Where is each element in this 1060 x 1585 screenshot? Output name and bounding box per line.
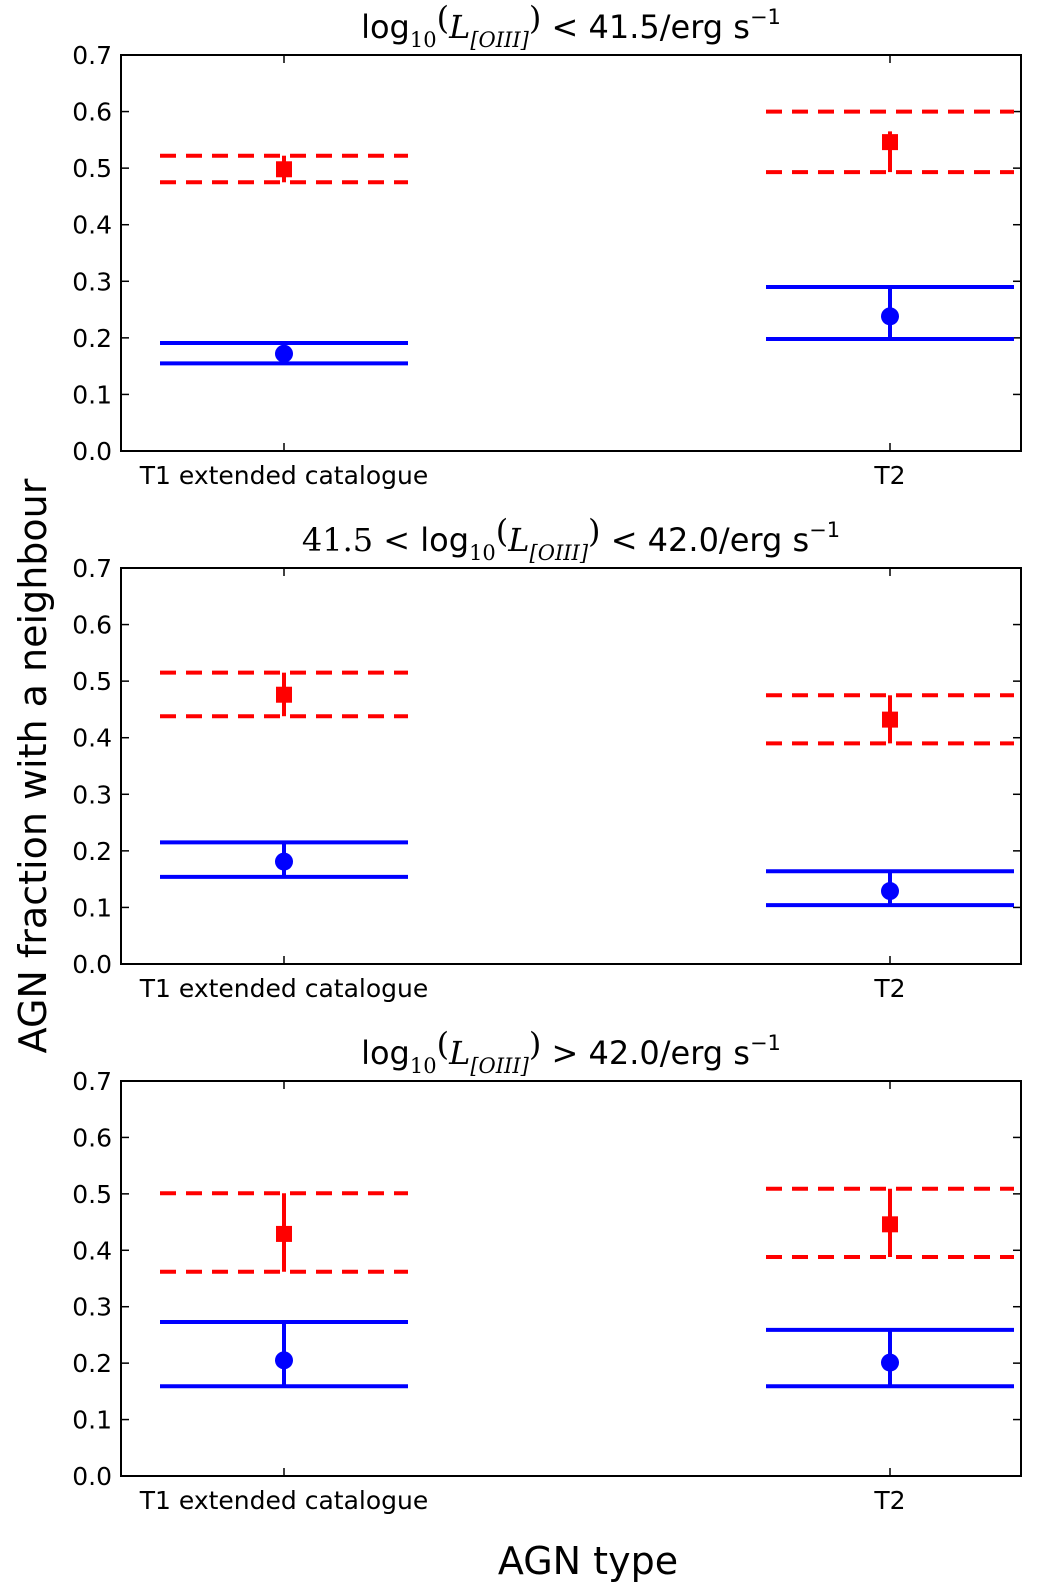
series-red-squares bbox=[160, 670, 1014, 746]
y-tick-label: 0.4 bbox=[72, 211, 112, 240]
panel-2: 0.0 0.1 0.2 0.3 0.4 0.5 0.6 0.7 T1 extended cata… bbox=[72, 512, 1022, 1003]
data-point-circle bbox=[881, 307, 899, 326]
data-point-square bbox=[882, 134, 898, 151]
x-tick-label: T1 extended catalogue bbox=[139, 974, 428, 1003]
y-tick-label: 0.3 bbox=[72, 267, 112, 296]
title-pre: 41.5 < bbox=[302, 521, 420, 559]
y-tick-label: 0.5 bbox=[72, 154, 112, 183]
title-post: < 41.5/erg s bbox=[541, 8, 750, 46]
axes-frame bbox=[120, 567, 1022, 965]
x-tick-label: T2 bbox=[873, 974, 905, 1003]
x-tick-label: T1 extended catalogue bbox=[139, 1486, 428, 1515]
data-point-circle bbox=[275, 1351, 293, 1370]
title-Lsub: [OIII] bbox=[470, 28, 529, 52]
series-blue-circles bbox=[160, 1319, 1014, 1389]
data-point-circle bbox=[275, 344, 293, 363]
y-tick-label: 0.0 bbox=[72, 437, 112, 466]
y-tick-label: 0.0 bbox=[72, 950, 112, 979]
title-sub: 10 bbox=[410, 1054, 437, 1078]
panel-1: 0.0 0.1 0.2 0.3 0.4 0.5 0.6 0.7 T1 extended cata… bbox=[72, 0, 1022, 490]
series-red-squares bbox=[160, 109, 1014, 185]
series-blue-circles bbox=[160, 284, 1014, 366]
y-tick-label: 0.6 bbox=[72, 1123, 112, 1152]
y-tick-label: 0.1 bbox=[72, 380, 112, 409]
panel-title: 41.5 < log10(L[OIII]) < 42.0/erg s−1 bbox=[302, 512, 840, 565]
y-tick-label: 0.5 bbox=[72, 1180, 112, 1209]
x-tick-label: T2 bbox=[873, 461, 905, 490]
title-paren-close: ) bbox=[529, 0, 541, 37]
title-sub: 10 bbox=[469, 541, 496, 565]
x-tick-label: T1 extended catalogue bbox=[139, 461, 428, 490]
title-log: log bbox=[420, 521, 469, 559]
y-tick-label: 0.2 bbox=[72, 837, 112, 866]
title-paren-open: ( bbox=[496, 512, 508, 550]
y-tick-label: 0.0 bbox=[72, 1462, 112, 1491]
y-tick-label: 0.6 bbox=[72, 611, 112, 640]
y-tick-label: 0.2 bbox=[72, 1349, 112, 1378]
title-post: > 42.0/erg s bbox=[541, 1034, 750, 1072]
data-point-circle bbox=[275, 852, 293, 871]
data-point-square bbox=[276, 1225, 292, 1242]
y-tick-label: 0.2 bbox=[72, 324, 112, 353]
title-sup: −1 bbox=[750, 1031, 781, 1055]
data-point-circle bbox=[881, 1353, 899, 1372]
x-tick-label: T2 bbox=[873, 1486, 905, 1515]
title-L: L bbox=[448, 1034, 470, 1072]
data-point-square bbox=[882, 1216, 898, 1233]
title-Lsub: [OIII] bbox=[530, 541, 589, 565]
axes-frame bbox=[120, 54, 1022, 452]
y-tick-label: 0.1 bbox=[72, 1406, 112, 1435]
y-tick-label: 0.1 bbox=[72, 893, 112, 922]
y-tick-label: 0.5 bbox=[72, 667, 112, 696]
panel-3: 0.0 0.1 0.2 0.3 0.4 0.5 0.6 0.7 T1 extended cata… bbox=[72, 1025, 1022, 1515]
x-axis-label: AGN type bbox=[498, 1539, 678, 1583]
y-tick-label: 0.6 bbox=[72, 98, 112, 127]
axes-frame bbox=[120, 1080, 1022, 1477]
y-tick-label: 0.7 bbox=[72, 41, 112, 70]
y-tick-label: 0.4 bbox=[72, 724, 112, 753]
data-point-circle bbox=[881, 882, 899, 901]
y-tick-label: 0.7 bbox=[72, 554, 112, 583]
data-point-square bbox=[276, 686, 292, 703]
title-L: L bbox=[507, 521, 529, 559]
panel-title: log10(L[OIII]) > 42.0/erg s−1 bbox=[361, 1025, 781, 1078]
title-paren-close: ) bbox=[588, 512, 600, 550]
y-tick-label: 0.4 bbox=[72, 1236, 112, 1265]
title-L: L bbox=[448, 8, 470, 46]
title-Lsub: [OIII] bbox=[470, 1054, 529, 1078]
y-tick-label: 0.3 bbox=[72, 780, 112, 809]
title-sup: −1 bbox=[809, 518, 840, 542]
title-log: log bbox=[361, 8, 410, 46]
data-point-square bbox=[276, 161, 292, 178]
title-paren-close: ) bbox=[529, 1025, 541, 1063]
title-paren-open: ( bbox=[437, 1025, 449, 1063]
series-blue-circles bbox=[160, 840, 1014, 908]
series-red-squares bbox=[160, 1186, 1014, 1274]
y-axis-label: AGN fraction with a neighbour bbox=[11, 478, 55, 1053]
title-log: log bbox=[361, 1034, 410, 1072]
y-tick-label: 0.3 bbox=[72, 1293, 112, 1322]
title-sup: −1 bbox=[750, 5, 781, 29]
y-tick-label: 0.7 bbox=[72, 1067, 112, 1096]
title-post: < 42.0/erg s bbox=[601, 521, 810, 559]
data-point-square bbox=[882, 711, 898, 728]
panel-title: log10(L[OIII]) < 41.5/erg s−1 bbox=[361, 0, 781, 52]
title-paren-open: ( bbox=[437, 0, 449, 37]
title-sub: 10 bbox=[410, 28, 437, 52]
